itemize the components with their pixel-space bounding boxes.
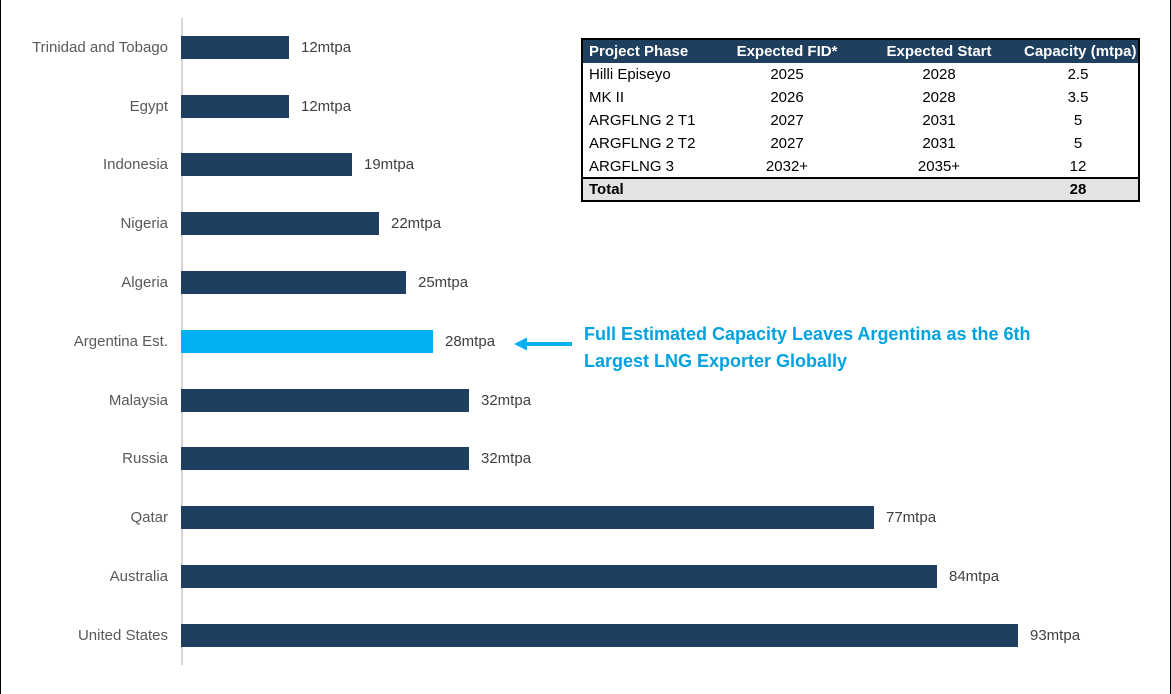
cell-project: ARGFLNG 2 T1 (582, 109, 714, 132)
value-label-trinidad-and-tobago: 12mtpa (301, 38, 352, 56)
project-phase-table: Project Phase Expected FID* Expected Sta… (581, 38, 1140, 202)
cell-fid: 2032+ (714, 155, 860, 178)
bar-row: Egypt 12mtpa (1, 77, 1170, 136)
bar-row: Australia 84mtpa (1, 547, 1170, 606)
left-arrow-icon (514, 337, 572, 351)
category-label-nigeria: Nigeria (120, 215, 168, 233)
bar-row: Russia 32mtpa (1, 430, 1170, 489)
bar-trinidad-and-tobago (181, 35, 289, 59)
cell-fid: 2027 (714, 132, 860, 155)
bar-egypt (181, 94, 289, 118)
bar-row: Argentina Est. 28mtpa (1, 312, 1170, 371)
header-capacity: Capacity (mtpa) (1018, 39, 1139, 63)
cell-fid: 2026 (714, 86, 860, 109)
category-label-argentina-est: Argentina Est. (73, 332, 168, 350)
category-label-indonesia: Indonesia (102, 156, 168, 174)
table-row: ARGFLNG 3 2032+ 2035+ 12 (582, 155, 1139, 178)
header-expected-start: Expected Start (860, 39, 1018, 63)
bar-algeria (181, 271, 406, 295)
cell-capacity: 3.5 (1018, 86, 1139, 109)
cell-start: 2031 (860, 132, 1018, 155)
category-label-egypt: Egypt (129, 97, 168, 115)
value-label-australia: 84mtpa (949, 568, 1000, 586)
cell-start: 2031 (860, 109, 1018, 132)
table-row: MK II 2026 2028 3.5 (582, 86, 1139, 109)
table-total-row: Total 28 (582, 177, 1139, 201)
table-row: ARGFLNG 2 T2 2027 2031 5 (582, 132, 1139, 155)
value-label-malaysia: 32mtpa (481, 391, 532, 409)
category-label-qatar: Qatar (130, 509, 168, 527)
value-label-egypt: 12mtpa (301, 97, 352, 115)
bar-malaysia (181, 388, 469, 412)
bar-row: Indonesia 19mtpa (1, 136, 1170, 195)
category-label-russia: Russia (122, 450, 168, 468)
value-label-indonesia: 19mtpa (364, 156, 415, 174)
bar-row: Algeria 25mtpa (1, 253, 1170, 312)
cell-start: 2028 (860, 63, 1018, 86)
bar-indonesia (181, 153, 352, 177)
bar-russia (181, 447, 469, 471)
argentina-annotation: Full Estimated Capacity Leaves Argentina… (584, 321, 1144, 375)
total-label: Total (582, 177, 714, 201)
bar-row: Malaysia 32mtpa (1, 371, 1170, 430)
total-fid (714, 177, 860, 201)
cell-project: MK II (582, 86, 714, 109)
table-header-row: Project Phase Expected FID* Expected Sta… (582, 39, 1139, 63)
cell-project: ARGFLNG 2 T2 (582, 132, 714, 155)
cell-capacity: 5 (1018, 132, 1139, 155)
bar-row: Trinidad and Tobago 12mtpa (1, 18, 1170, 77)
table-row: ARGFLNG 2 T1 2027 2031 5 (582, 109, 1139, 132)
value-label-nigeria: 22mtpa (391, 215, 442, 233)
bar-australia (181, 565, 937, 589)
bar-nigeria (181, 212, 379, 236)
annotation-line-1: Full Estimated Capacity Leaves Argentina… (584, 324, 1031, 344)
header-expected-fid: Expected FID* (714, 39, 860, 63)
cell-fid: 2027 (714, 109, 860, 132)
category-label-malaysia: Malaysia (108, 391, 168, 409)
cell-start: 2035+ (860, 155, 1018, 178)
cell-capacity: 2.5 (1018, 63, 1139, 86)
annotation-line-2: Largest LNG Exporter Globally (584, 351, 848, 371)
category-label-australia: Australia (109, 568, 168, 586)
bar-row: Qatar 77mtpa (1, 488, 1170, 547)
cell-project: Hilli Episeyo (582, 63, 714, 86)
value-label-argentina-est: 28mtpa (445, 332, 496, 350)
cell-capacity: 12 (1018, 155, 1139, 178)
value-label-qatar: 77mtpa (886, 509, 937, 527)
cell-fid: 2025 (714, 63, 860, 86)
bar-row: Nigeria 22mtpa (1, 194, 1170, 253)
bar-united-states (181, 623, 1018, 647)
value-label-russia: 32mtpa (481, 450, 532, 468)
cell-project: ARGFLNG 3 (582, 155, 714, 178)
category-label-trinidad-and-tobago: Trinidad and Tobago (32, 38, 168, 56)
cell-start: 2028 (860, 86, 1018, 109)
value-label-algeria: 25mtpa (418, 274, 469, 292)
table-row: Hilli Episeyo 2025 2028 2.5 (582, 63, 1139, 86)
value-label-united-states: 93mtpa (1030, 626, 1081, 644)
bar-argentina-est-highlighted (181, 329, 433, 353)
category-label-algeria: Algeria (121, 274, 168, 292)
lng-exporters-bar-chart: Trinidad and Tobago 12mtpa Egypt 12mtpa … (1, 18, 1170, 665)
bar-row: United States 93mtpa (1, 606, 1170, 665)
bar-qatar (181, 506, 874, 530)
category-label-united-states: United States (77, 626, 168, 644)
total-capacity: 28 (1018, 177, 1139, 201)
cell-capacity: 5 (1018, 109, 1139, 132)
header-project-phase: Project Phase (582, 39, 714, 63)
total-start (860, 177, 1018, 201)
